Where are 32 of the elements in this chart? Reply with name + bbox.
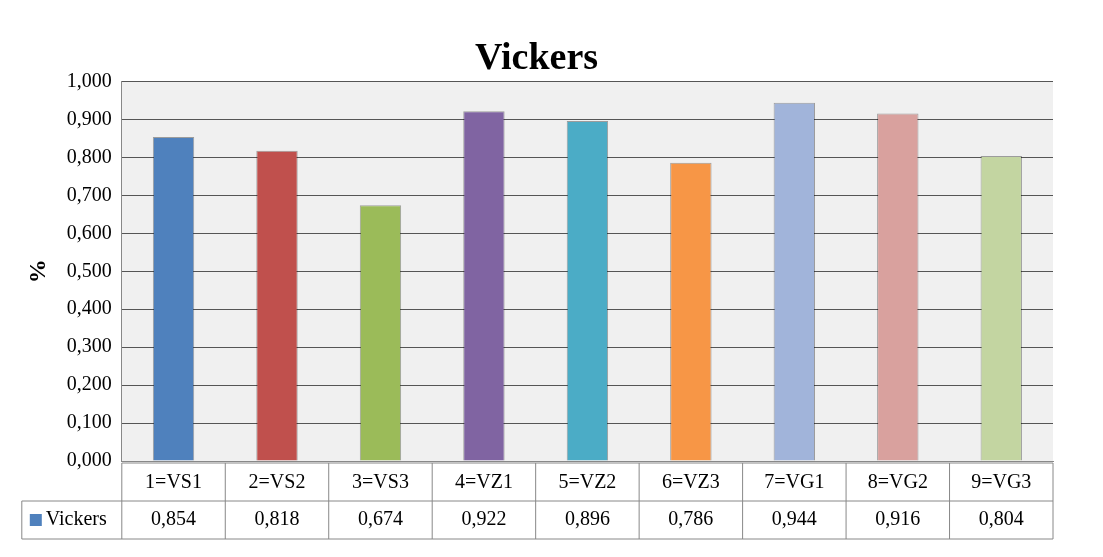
y-axis-title: % (23, 259, 50, 284)
y-tick-label: 0,600 (66, 220, 112, 243)
x-tick-label: 3=VS3 (352, 470, 409, 493)
y-tick-label: 0,300 (66, 334, 112, 357)
data-label: 0,818 (254, 507, 300, 530)
data-label: 0,896 (564, 507, 610, 530)
data-label: 0,674 (357, 507, 403, 530)
x-tick-label: 7=VG1 (764, 470, 825, 493)
x-tick-label: 9=VG3 (971, 470, 1032, 493)
y-tick-label: 0,000 (66, 448, 112, 471)
y-tick-label: 0,800 (66, 144, 112, 167)
chart-title: Vickers (474, 34, 599, 77)
data-label: 0,916 (875, 507, 921, 530)
data-label: 0,922 (461, 507, 507, 530)
x-tick-label: 6=VZ3 (661, 470, 720, 493)
x-tick-label: 1=VS1 (145, 470, 202, 493)
x-tick-label: 2=VS2 (248, 470, 306, 493)
y-tick-label: 0,900 (66, 106, 112, 129)
y-tick-label: 0,100 (66, 410, 112, 433)
y-tick-label: 0,700 (66, 182, 112, 205)
x-tick-label: 4=VZ1 (454, 470, 513, 493)
legend-label: Vickers (45, 507, 108, 530)
x-tick-label: 5=VZ2 (558, 470, 617, 493)
data-label: 0,944 (771, 507, 817, 530)
data-label: 0,804 (978, 507, 1024, 530)
y-tick-label: 0,500 (66, 258, 112, 281)
data-label: 0,854 (151, 507, 197, 530)
y-tick-label: 1,000 (66, 68, 112, 91)
data-label: 0,786 (668, 507, 714, 530)
y-tick-label: 0,400 (66, 296, 112, 319)
y-tick-label: 0,200 (66, 372, 112, 395)
x-tick-label: 8=VG2 (867, 470, 928, 493)
